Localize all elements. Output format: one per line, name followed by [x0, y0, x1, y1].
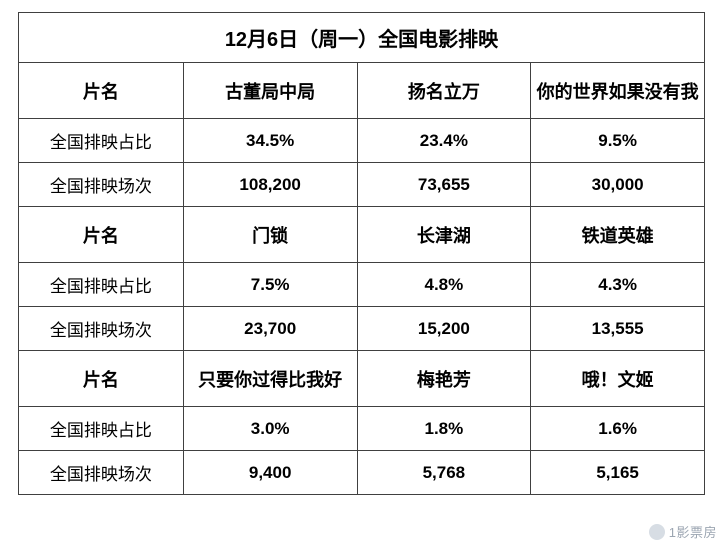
sessions-value: 15,200	[357, 307, 531, 351]
share-value: 34.5%	[183, 119, 357, 163]
label-sessions: 全国排映场次	[19, 451, 184, 495]
title-row: 12月6日（周一）全国电影排映	[19, 13, 705, 63]
sessions-value: 30,000	[531, 163, 705, 207]
label-sessions: 全国排映场次	[19, 163, 184, 207]
share-row: 全国排映占比 34.5% 23.4% 9.5%	[19, 119, 705, 163]
watermark: 1影票房	[649, 522, 717, 541]
movie-name: 长津湖	[357, 207, 531, 263]
label-name: 片名	[19, 351, 184, 407]
sessions-row: 全国排映场次 23,700 15,200 13,555	[19, 307, 705, 351]
sessions-value: 5,768	[357, 451, 531, 495]
sessions-value: 73,655	[357, 163, 531, 207]
sessions-value: 13,555	[531, 307, 705, 351]
sessions-value: 23,700	[183, 307, 357, 351]
table-title: 12月6日（周一）全国电影排映	[19, 13, 705, 63]
share-value: 4.3%	[531, 263, 705, 307]
weibo-icon	[649, 524, 665, 540]
watermark-text: 1影票房	[669, 522, 717, 541]
share-value: 7.5%	[183, 263, 357, 307]
movie-name: 梅艳芳	[357, 351, 531, 407]
label-share: 全国排映占比	[19, 407, 184, 451]
name-header-row: 片名 古董局中局 扬名立万 你的世界如果没有我	[19, 63, 705, 119]
share-row: 全国排映占比 7.5% 4.8% 4.3%	[19, 263, 705, 307]
movie-name: 哦！文姬	[531, 351, 705, 407]
movie-name: 门锁	[183, 207, 357, 263]
name-header-row: 片名 门锁 长津湖 铁道英雄	[19, 207, 705, 263]
share-value: 23.4%	[357, 119, 531, 163]
share-value: 1.6%	[531, 407, 705, 451]
label-share: 全国排映占比	[19, 263, 184, 307]
movie-name: 只要你过得比我好	[183, 351, 357, 407]
share-row: 全国排映占比 3.0% 1.8% 1.6%	[19, 407, 705, 451]
sessions-row: 全国排映场次 108,200 73,655 30,000	[19, 163, 705, 207]
share-value: 3.0%	[183, 407, 357, 451]
label-name: 片名	[19, 207, 184, 263]
movie-schedule-table: 12月6日（周一）全国电影排映 片名 古董局中局 扬名立万 你的世界如果没有我 …	[18, 12, 705, 495]
movie-name: 扬名立万	[357, 63, 531, 119]
sessions-row: 全国排映场次 9,400 5,768 5,165	[19, 451, 705, 495]
share-value: 9.5%	[531, 119, 705, 163]
movie-name: 铁道英雄	[531, 207, 705, 263]
movie-name: 古董局中局	[183, 63, 357, 119]
label-sessions: 全国排映场次	[19, 307, 184, 351]
share-value: 1.8%	[357, 407, 531, 451]
table-container: 12月6日（周一）全国电影排映 片名 古董局中局 扬名立万 你的世界如果没有我 …	[0, 0, 723, 507]
label-share: 全国排映占比	[19, 119, 184, 163]
share-value: 4.8%	[357, 263, 531, 307]
sessions-value: 9,400	[183, 451, 357, 495]
sessions-value: 108,200	[183, 163, 357, 207]
name-header-row: 片名 只要你过得比我好 梅艳芳 哦！文姬	[19, 351, 705, 407]
label-name: 片名	[19, 63, 184, 119]
sessions-value: 5,165	[531, 451, 705, 495]
movie-name: 你的世界如果没有我	[531, 63, 705, 119]
